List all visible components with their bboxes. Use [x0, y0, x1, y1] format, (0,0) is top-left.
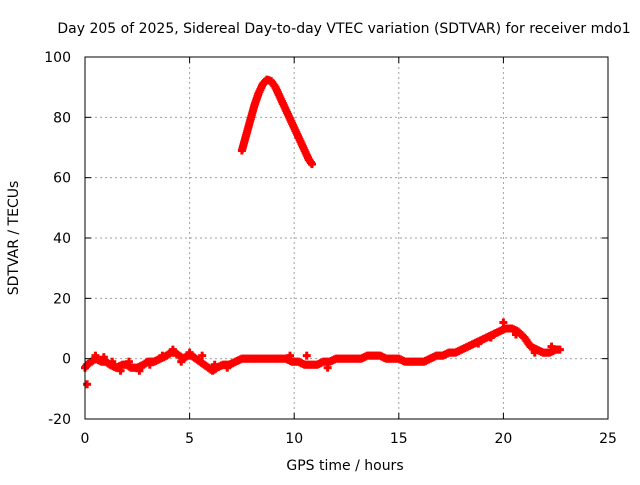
data-point — [158, 351, 167, 360]
data-point — [124, 357, 133, 366]
data-point — [198, 351, 207, 360]
data-point — [286, 351, 295, 360]
data-point — [223, 363, 232, 372]
data-point — [83, 380, 92, 389]
data-point — [499, 318, 508, 327]
data-point — [168, 345, 177, 354]
x-tick-label: 5 — [185, 431, 194, 447]
data-series — [81, 75, 564, 389]
x-tick-label: 20 — [494, 431, 512, 447]
series-1 — [83, 318, 556, 389]
y-tick-label: 40 — [53, 231, 71, 247]
axis-ticks: 0 5 10 15 20 25 -20 0 20 40 60 80 100 — [44, 50, 617, 447]
data-point — [185, 348, 194, 357]
series-0 — [81, 324, 564, 375]
data-point — [99, 353, 108, 362]
data-point — [307, 160, 316, 169]
x-tick-label: 0 — [81, 431, 90, 447]
y-tick-label: 0 — [62, 352, 71, 368]
data-point — [210, 360, 219, 369]
data-point — [135, 366, 144, 375]
x-tick-label: 15 — [390, 431, 408, 447]
y-tick-label: 20 — [53, 291, 71, 307]
data-point — [116, 366, 125, 375]
chart-title: Day 205 of 2025, Sidereal Day-to-day VTE… — [57, 21, 630, 37]
data-point — [145, 360, 154, 369]
y-tick-label: 80 — [53, 110, 71, 126]
x-tick-label: 25 — [599, 431, 617, 447]
grid-lines — [85, 57, 608, 419]
data-point — [486, 333, 495, 342]
x-tick-label: 10 — [285, 431, 303, 447]
data-point — [511, 330, 520, 339]
data-point — [474, 339, 483, 348]
data-point — [108, 357, 117, 366]
y-axis-label: SDTVAR / TECUs — [6, 181, 22, 296]
data-point — [530, 348, 539, 357]
y-tick-label: 60 — [53, 171, 71, 187]
data-point — [547, 342, 556, 351]
data-point — [323, 363, 332, 372]
data-point — [91, 351, 100, 360]
data-point — [302, 351, 311, 360]
x-axis-label: GPS time / hours — [286, 458, 403, 474]
y-tick-label: 100 — [44, 50, 71, 66]
data-point — [177, 357, 186, 366]
y-tick-label: -20 — [48, 412, 71, 428]
data-point — [555, 345, 564, 354]
series-2 — [237, 75, 316, 169]
